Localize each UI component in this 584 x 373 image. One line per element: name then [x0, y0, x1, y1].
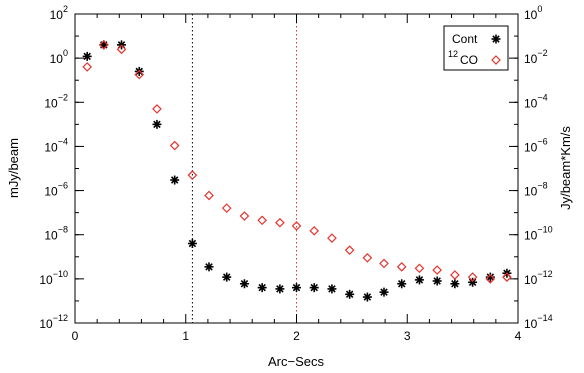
- y-left-tick-label: 10−6: [44, 181, 68, 199]
- data-point-cont: [170, 175, 180, 185]
- y-right-tick-label: 100: [524, 4, 542, 22]
- data-point-co: [344, 245, 355, 255]
- data-point-co: [221, 203, 232, 213]
- data-point-cont: [187, 238, 197, 248]
- data-point-cont: [222, 272, 232, 282]
- x-tick-label: 2: [293, 329, 300, 343]
- x-axis-label: Arc−Secs: [268, 354, 324, 369]
- data-point-cont: [152, 119, 162, 129]
- data-point-co: [152, 104, 162, 114]
- y-left-tick-label: 10−2: [44, 92, 68, 110]
- data-point-co: [82, 62, 93, 72]
- y-left-tick-label: 10−8: [44, 225, 68, 243]
- x-tick-label: 4: [515, 329, 522, 343]
- data-point-co: [467, 272, 478, 282]
- data-point-cont: [239, 279, 249, 289]
- data-point-co: [275, 217, 285, 228]
- legend-label-co: CO: [460, 53, 478, 67]
- legend-diamond-marker: [491, 55, 501, 65]
- data-point-cont: [450, 279, 460, 289]
- legend-marker-cont: [491, 34, 501, 44]
- data-point-co: [187, 170, 198, 180]
- y-right-tick-label: 10−8: [524, 181, 548, 199]
- data-points: [82, 40, 512, 302]
- y-right-tick-label: 10−6: [524, 136, 548, 154]
- data-point-cont: [275, 284, 285, 294]
- data-point-cont: [292, 283, 301, 293]
- x-tick-label: 0: [72, 329, 79, 343]
- data-point-co: [362, 252, 373, 263]
- data-point-cont: [345, 289, 355, 299]
- y-axis-label-left: mJy/beam: [6, 138, 21, 198]
- data-point-co: [309, 225, 320, 236]
- y-left-tick-label: 10−12: [39, 313, 68, 331]
- data-point-co: [116, 44, 127, 55]
- y-right-tick-label: 10−4: [524, 92, 548, 110]
- y-left-tick-label: 10−4: [44, 136, 68, 154]
- data-point-cont: [432, 276, 442, 286]
- reference-lines: [191, 14, 297, 323]
- data-point-cont: [362, 292, 372, 302]
- data-point-co: [239, 211, 250, 221]
- data-point-co: [502, 272, 512, 282]
- y-axis-label-right: Jy/beam*Km/s: [558, 126, 573, 210]
- y-left-tick-labels: 102 100 10−2 10−4 10−6 10−8 10−10 10−12: [39, 4, 68, 331]
- x-tick-label: 3: [404, 329, 411, 343]
- data-point-cont: [204, 262, 214, 272]
- legend-marker-co: [491, 55, 501, 65]
- data-point-co: [450, 270, 460, 280]
- data-point-cont: [379, 287, 389, 297]
- data-point-co: [98, 40, 109, 50]
- data-point-cont: [134, 66, 144, 76]
- data-point-co: [169, 140, 180, 151]
- y-right-tick-labels: 100 10−2 10−4 10−6 10−8 10−10 10−12 10−14: [524, 4, 553, 331]
- data-point-co: [291, 221, 302, 231]
- legend-label-cont: Cont: [452, 32, 478, 46]
- data-point-co: [134, 69, 145, 80]
- x-tick-label: 1: [182, 329, 189, 343]
- x-tick-labels: 0 1 2 3 4: [72, 329, 522, 343]
- data-point-co: [432, 265, 443, 275]
- data-point-co: [414, 263, 425, 274]
- data-point-co: [485, 274, 496, 284]
- data-point-co: [396, 262, 407, 272]
- data-point-cont: [309, 283, 319, 293]
- data-point-cont: [468, 277, 478, 287]
- data-point-cont: [99, 40, 109, 50]
- y-left-tick-label: 100: [50, 48, 68, 66]
- y-left-tick-label: 102: [50, 4, 68, 22]
- data-point-co: [204, 190, 214, 201]
- y-right-tick-label: 10−10: [524, 225, 553, 243]
- data-point-co: [257, 215, 268, 226]
- data-point-cont: [257, 283, 267, 293]
- data-point-co: [327, 233, 337, 243]
- legend-asterisk-marker: [491, 34, 501, 44]
- data-point-cont: [414, 275, 424, 285]
- y-left-tick-label: 10−10: [39, 269, 68, 287]
- data-point-co: [379, 258, 389, 269]
- data-point-cont: [397, 279, 407, 289]
- data-point-cont: [82, 51, 92, 61]
- axis-ticks: [74, 13, 519, 324]
- data-point-cont: [327, 284, 337, 294]
- legend: Cont 12 CO: [443, 25, 509, 71]
- y-right-tick-label: 10−2: [524, 48, 548, 66]
- legend-label-co-sup: 12: [448, 49, 458, 59]
- y-right-tick-label: 10−12: [524, 269, 553, 287]
- y-right-tick-label: 10−14: [524, 313, 553, 331]
